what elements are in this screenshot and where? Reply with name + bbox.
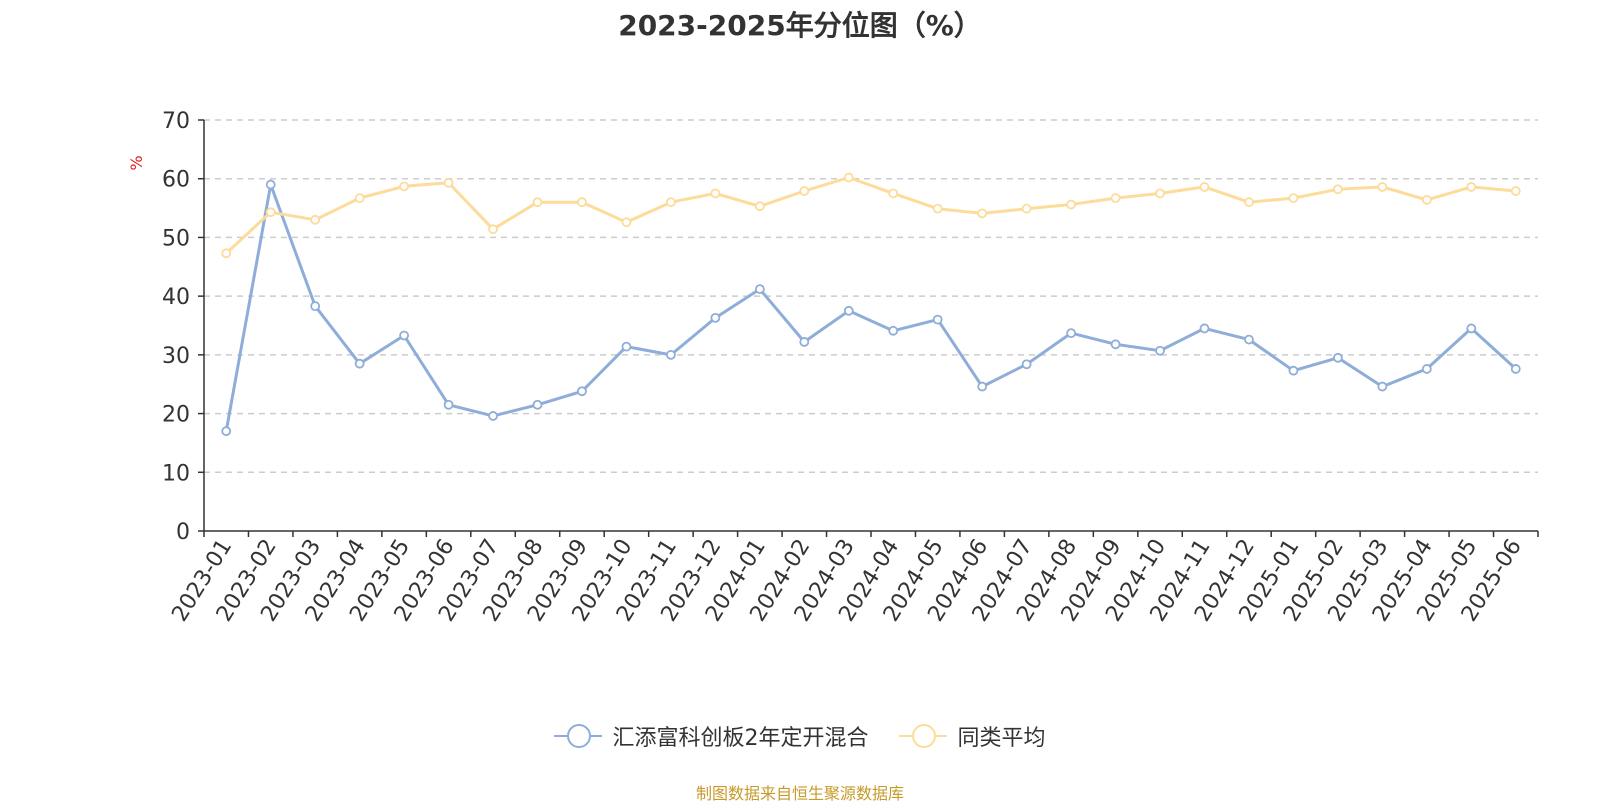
- series-line-average: [225, 176, 1516, 255]
- data-point-average: [265, 207, 276, 218]
- data-point-fund: [354, 358, 365, 369]
- y-axis-label: %: [127, 155, 146, 170]
- y-tick-label: 70: [162, 109, 190, 134]
- data-point-average: [1021, 203, 1032, 214]
- data-point-fund: [577, 386, 587, 397]
- legend-marker-fund-icon: [554, 724, 603, 748]
- data-point-fund: [443, 399, 454, 410]
- data-point-average: [1155, 188, 1165, 199]
- data-point-average: [1333, 184, 1343, 195]
- data-point-fund: [1288, 365, 1299, 376]
- data-point-fund: [932, 314, 943, 325]
- data-point-fund: [1110, 339, 1121, 350]
- y-tick-label: 10: [162, 461, 190, 486]
- data-point-average: [799, 186, 810, 196]
- data-point-average: [577, 197, 587, 208]
- data-point-fund: [843, 305, 854, 316]
- legend-label-fund: 汇添富科创板2年定开混合: [612, 726, 869, 751]
- data-point-fund: [888, 325, 899, 336]
- data-point-fund: [710, 312, 721, 323]
- data-point-average: [354, 193, 365, 203]
- line-chart: 010203040506070%2023-012023-022023-03202…: [127, 109, 1539, 626]
- legend-item-fund[interactable]: 汇添富科创板2年定开混合: [554, 720, 868, 752]
- legend-marker-average-icon: [899, 724, 948, 748]
- data-point-fund: [621, 341, 632, 352]
- y-tick-label: 50: [162, 226, 190, 251]
- data-point-fund: [1421, 364, 1432, 374]
- data-point-fund: [221, 426, 232, 437]
- data-point-average: [1199, 182, 1210, 192]
- data-point-average: [1421, 194, 1432, 205]
- legend-item-average[interactable]: 同类平均: [899, 720, 1046, 752]
- data-point-average: [666, 197, 676, 208]
- data-point-average: [488, 224, 498, 235]
- data-point-fund: [799, 337, 810, 347]
- data-point-fund: [265, 179, 276, 190]
- data-point-average: [621, 217, 632, 228]
- data-point-fund: [1466, 323, 1477, 334]
- data-point-average: [710, 188, 721, 199]
- y-tick-label: 20: [162, 403, 190, 428]
- data-point-fund: [488, 411, 498, 421]
- data-point-fund: [310, 301, 321, 312]
- data-source-note: 制图数据来自恒生聚源数据库: [695, 784, 904, 803]
- data-point-average: [843, 172, 854, 183]
- data-point-average: [443, 177, 454, 188]
- data-point-fund: [532, 399, 543, 410]
- data-point-fund: [1244, 334, 1254, 345]
- y-tick-label: 40: [162, 285, 190, 310]
- data-point-average: [888, 188, 899, 199]
- data-point-average: [977, 208, 988, 219]
- data-point-fund: [1510, 364, 1521, 374]
- data-point-fund: [1066, 328, 1076, 339]
- chart-title: 2023-2025年分位图（%）: [618, 9, 982, 42]
- data-point-fund: [1199, 323, 1210, 334]
- data-point-average: [1066, 199, 1076, 210]
- data-point-average: [1510, 186, 1521, 196]
- legend: 汇添富科创板2年定开混合 同类平均: [0, 720, 1600, 752]
- data-point-average: [754, 201, 765, 212]
- data-point-fund: [399, 330, 410, 341]
- data-point-average: [932, 203, 943, 214]
- series-line-fund: [224, 183, 1517, 432]
- data-point-fund: [666, 349, 676, 360]
- data-point-average: [1244, 197, 1254, 208]
- y-tick-label: 60: [162, 168, 190, 193]
- data-point-fund: [1333, 352, 1343, 363]
- data-point-average: [1377, 182, 1388, 192]
- data-point-average: [310, 214, 321, 225]
- data-point-average: [1466, 182, 1477, 192]
- data-point-average: [399, 181, 410, 192]
- data-point-fund: [1377, 381, 1388, 392]
- y-tick-label: 0: [176, 520, 190, 545]
- data-point-average: [1110, 193, 1121, 203]
- data-point-fund: [754, 284, 765, 294]
- data-point-fund: [1155, 345, 1165, 356]
- data-point-fund: [1021, 359, 1032, 370]
- data-point-average: [221, 248, 232, 259]
- data-point-fund: [977, 381, 988, 392]
- data-point-average: [532, 197, 543, 208]
- y-tick-label: 30: [162, 344, 190, 369]
- data-point-average: [1288, 193, 1299, 203]
- legend-label-average: 同类平均: [957, 726, 1046, 751]
